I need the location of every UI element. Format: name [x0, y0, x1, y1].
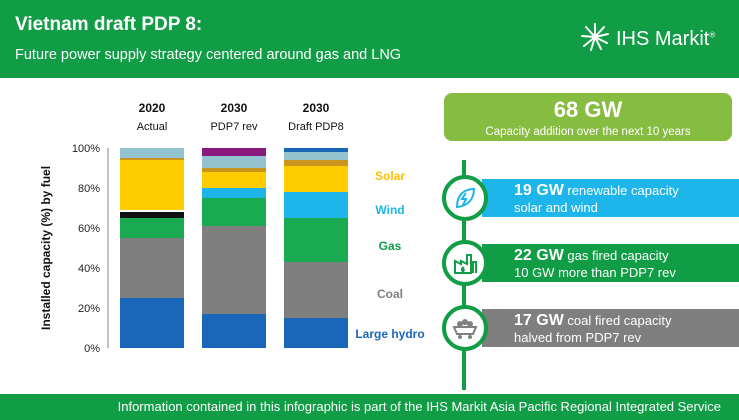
- stat-label: gas fired capacity: [567, 248, 669, 263]
- renewable-leaf-icon: [455, 187, 476, 209]
- gas-circle: [442, 240, 488, 286]
- y-tick-label: 100%: [72, 143, 100, 155]
- stat-gas: 22 GW gas fired capacity 10 GW more than…: [482, 244, 739, 282]
- segment-label: Coal: [376, 287, 403, 301]
- page-title: Vietnam draft PDP 8:: [15, 14, 203, 35]
- y-tick-label: 0%: [84, 343, 100, 355]
- gas-plant-icon: [454, 254, 477, 274]
- capacity-box: 68 GW Capacity addition over the next 10…: [444, 93, 732, 141]
- y-tick-label: 40%: [78, 263, 100, 275]
- stat-detail: 10 GW more than PDP7 rev: [514, 265, 676, 280]
- bar-segment: [120, 298, 184, 348]
- bar-segment: [284, 192, 348, 218]
- bar-segment: [202, 168, 266, 172]
- coal-circle: [442, 305, 488, 351]
- stat-value: 17 GW: [514, 312, 564, 329]
- stat-renewable: 19 GW renewable capacity solar and wind: [482, 179, 739, 217]
- stat-coal: 17 GW coal fired capacity halved from PD…: [482, 309, 739, 347]
- stat-value: 22 GW: [514, 247, 564, 264]
- bar-segment: [120, 238, 184, 298]
- y-tick-label: 20%: [78, 303, 100, 315]
- category-year-label: 2020: [139, 101, 166, 115]
- bar-segment: [284, 318, 348, 348]
- renewable-circle: [442, 175, 488, 221]
- header-banner: Vietnam draft PDP 8: Future power supply…: [0, 0, 739, 78]
- bar-segment: [202, 188, 266, 198]
- category-sub-label: Draft PDP8: [288, 121, 344, 133]
- bar-segment: [120, 158, 184, 160]
- bar-segment: [284, 218, 348, 262]
- bar-segment: [120, 210, 184, 212]
- segment-label: Solar: [374, 169, 405, 183]
- page-subtitle: Future power supply strategy centered ar…: [15, 47, 402, 63]
- bar-segment: [284, 152, 348, 160]
- bar-segment: [120, 160, 184, 210]
- capacity-description: Capacity addition over the next 10 years: [485, 126, 691, 138]
- category-sub-label: Actual: [137, 121, 168, 133]
- capacity-panel: 68 GW Capacity addition over the next 10…: [440, 90, 739, 390]
- category-sub-label: PDP7 rev: [210, 121, 258, 133]
- segment-labels: Solar Wind Gas Coal Large hydro: [340, 90, 440, 390]
- footer-text: Information contained in this infographi…: [117, 399, 721, 414]
- category-year-label: 2030: [221, 101, 248, 115]
- y-tick-label: 60%: [78, 223, 100, 235]
- logo-text: IHS Markit®: [616, 28, 716, 50]
- starburst-logo-icon: [581, 23, 609, 51]
- bar-segment: [284, 166, 348, 192]
- capacity-value: 68 GW: [553, 97, 623, 122]
- bar-segment: [202, 156, 266, 168]
- stacked-bar-chart: Installed capacity (%) by fuel 0% 20% 40% 60…: [39, 101, 348, 355]
- stat-label: coal fired capacity: [567, 313, 672, 328]
- bar-segment: [202, 226, 266, 314]
- bar-segment: [120, 212, 184, 218]
- bar-segment: [202, 172, 266, 188]
- bar-segment: [202, 314, 266, 348]
- bar-segment: [202, 148, 266, 156]
- coal-cart-icon: [452, 319, 478, 339]
- bar-segment: [284, 148, 348, 152]
- segment-label: Wind: [375, 203, 405, 217]
- category-year-label: 2030: [303, 101, 330, 115]
- stat-detail: halved from PDP7 rev: [514, 330, 642, 345]
- y-axis-title: Installed capacity (%) by fuel: [39, 166, 53, 330]
- ihs-markit-logo: IHS Markit®: [580, 22, 730, 58]
- bar-segment: [284, 262, 348, 318]
- stat-value: 19 GW: [514, 182, 564, 199]
- bar-segment: [120, 218, 184, 238]
- y-tick-label: 80%: [78, 183, 100, 195]
- bar-segment: [120, 148, 184, 158]
- stat-label: renewable capacity: [567, 183, 679, 198]
- footer-banner: Information contained in this infographi…: [0, 394, 739, 420]
- bar-segment: [284, 160, 348, 166]
- stat-detail: solar and wind: [514, 200, 598, 215]
- segment-label: Gas: [378, 239, 402, 253]
- segment-label: Large hydro: [355, 327, 425, 341]
- bar-segment: [202, 198, 266, 226]
